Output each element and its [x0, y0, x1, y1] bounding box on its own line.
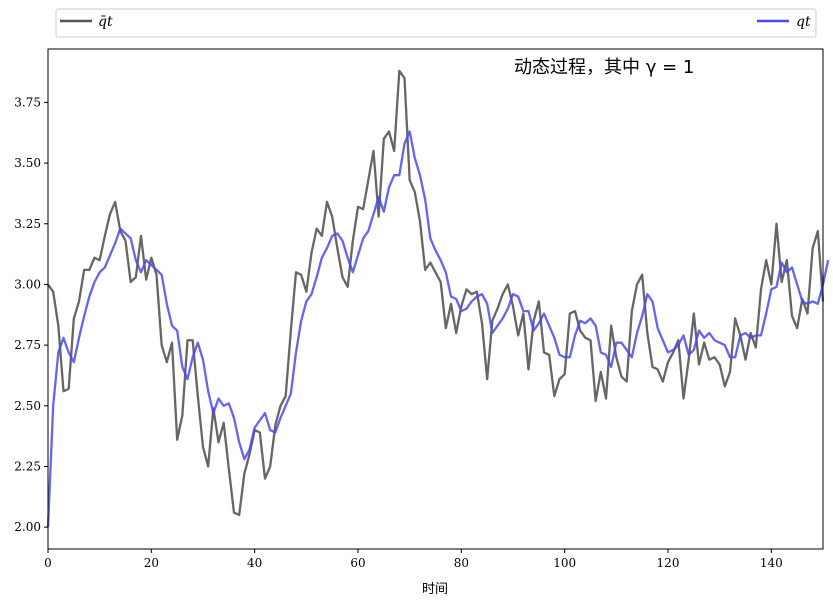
plot-area	[46, 48, 830, 550]
legend: q̄t qt	[55, 8, 817, 38]
y-axis: 2.00 2.25 2.50 2.75 3.00 3.25 3.50 3.75	[14, 95, 48, 534]
plot-frame	[47, 48, 824, 550]
legend-label-q: qt	[796, 14, 811, 30]
x-tick-label: 60	[350, 556, 365, 570]
x-tick-label: 80	[454, 556, 469, 570]
series-line-0	[47, 69, 825, 517]
y-tick-label: 2.00	[14, 520, 41, 534]
y-tick-label: 2.50	[14, 399, 41, 413]
x-tick-label: 100	[553, 556, 576, 570]
series-layer	[46, 69, 830, 528]
legend-label-qbar: q̄t	[98, 14, 113, 30]
x-axis-label: 时间	[422, 582, 448, 597]
y-tick-label: 2.75	[14, 338, 41, 352]
legend-frame	[55, 8, 817, 38]
y-tick-label: 3.00	[14, 277, 41, 291]
x-tick-label: 140	[760, 556, 783, 570]
y-tick-label: 3.75	[14, 95, 41, 109]
y-tick-label: 3.25	[14, 217, 41, 231]
annotation-text: 动态过程，其中 γ = 1	[514, 57, 694, 78]
x-axis: 0 20 40 60 80 100 120 140	[44, 549, 783, 570]
y-tick-label: 3.50	[14, 156, 41, 170]
x-tick-label: 20	[144, 556, 159, 570]
x-tick-label: 0	[44, 556, 52, 570]
x-tick-label: 120	[657, 556, 680, 570]
series-line-1	[46, 130, 830, 528]
x-tick-label: 40	[247, 556, 262, 570]
y-tick-label: 2.25	[14, 459, 41, 473]
